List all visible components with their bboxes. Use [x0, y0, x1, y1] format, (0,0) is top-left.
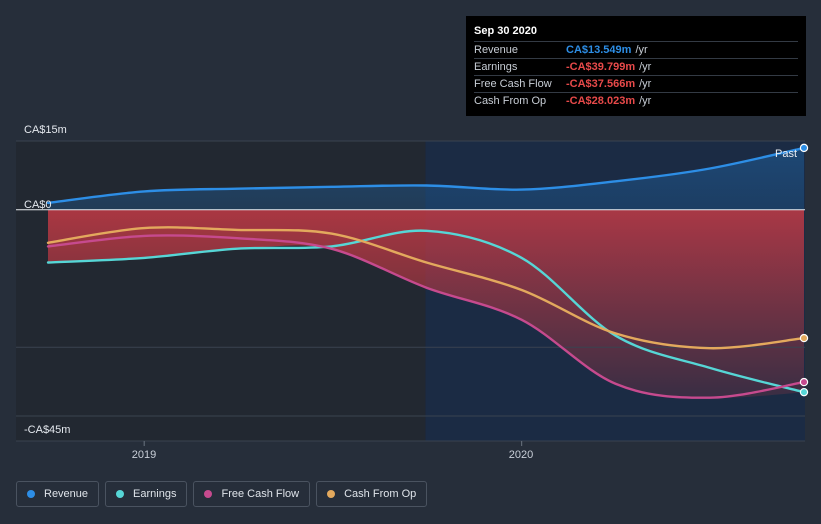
y-axis-zero-label: CA$0: [24, 199, 52, 211]
past-label: Past: [775, 148, 797, 160]
legend-dot-icon: [327, 490, 336, 498]
tooltip-row-earnings: Earnings -CA$39.799m /yr: [474, 58, 798, 75]
x-tick-label-2020: 2020: [509, 449, 533, 461]
tooltip-row-free-cash-flow: Free Cash Flow -CA$37.566m /yr: [474, 75, 798, 92]
legend-item-revenue[interactable]: Revenue: [16, 481, 100, 507]
legend-dot-icon: [27, 490, 35, 498]
tooltip-row-value: -CA$37.566m: [566, 78, 636, 90]
y-axis-top-label: CA$15m: [24, 124, 67, 136]
legend-item-free-cash-flow[interactable]: Free Cash Flow: [193, 481, 311, 507]
series-line-revenue: [46, 146, 806, 205]
legend-label: Cash From Op: [344, 488, 417, 500]
legend-item-cash-from-op[interactable]: Cash From Op: [316, 481, 428, 507]
tooltip-row-label: Revenue: [474, 44, 519, 56]
tooltip-row-unit: /yr: [639, 95, 652, 107]
legend-dot-icon: [116, 490, 125, 498]
tooltip-row-value: -CA$39.799m: [566, 61, 636, 73]
revenue-area: [48, 147, 804, 210]
tooltip-row-unit: /yr: [639, 78, 652, 90]
tooltip-row-unit: /yr: [639, 61, 652, 73]
end-point-cash-from-op: [799, 333, 809, 343]
x-tick-label-2019: 2019: [132, 449, 156, 461]
legend: Revenue Earnings Free Cash Flow Cash Fro…: [16, 481, 428, 507]
tooltip-row-label: Free Cash Flow: [474, 78, 552, 90]
tooltip-row-label: Cash From Op: [474, 95, 547, 107]
series-line-earnings: [46, 229, 806, 394]
tooltip-date: Sep 30 2020: [474, 25, 537, 37]
legend-label: Earnings: [133, 488, 177, 500]
end-point-revenue: [799, 143, 809, 153]
tooltip-row-cash-from-op: Cash From Op -CA$28.023m /yr: [474, 92, 798, 109]
series-line-free-cash-flow: [46, 234, 806, 399]
tooltip: Sep 30 2020 Revenue CA$13.549m /yr Earni…: [466, 16, 806, 116]
series-line-cash-from-op: [46, 226, 806, 350]
chart: CA$15m CA$0 -CA$45m 2019 2020 Past: [16, 124, 809, 461]
tooltip-row-value: -CA$28.023m: [566, 95, 636, 107]
tooltip-row-revenue: Revenue CA$13.549m /yr: [474, 41, 798, 58]
legend-label: Revenue: [44, 488, 89, 500]
tooltip-row-unit: /yr: [635, 44, 648, 56]
y-axis-bottom-label: -CA$45m: [24, 424, 70, 436]
end-point-free-cash-flow: [799, 377, 809, 387]
legend-label: Free Cash Flow: [221, 488, 300, 500]
negative-area: [48, 209, 804, 398]
tooltip-row-value: CA$13.549m: [566, 44, 632, 56]
tooltip-row-label: Earnings: [474, 61, 518, 73]
end-point-earnings: [799, 387, 809, 397]
legend-dot-icon: [204, 490, 213, 498]
legend-item-earnings[interactable]: Earnings: [105, 481, 188, 507]
